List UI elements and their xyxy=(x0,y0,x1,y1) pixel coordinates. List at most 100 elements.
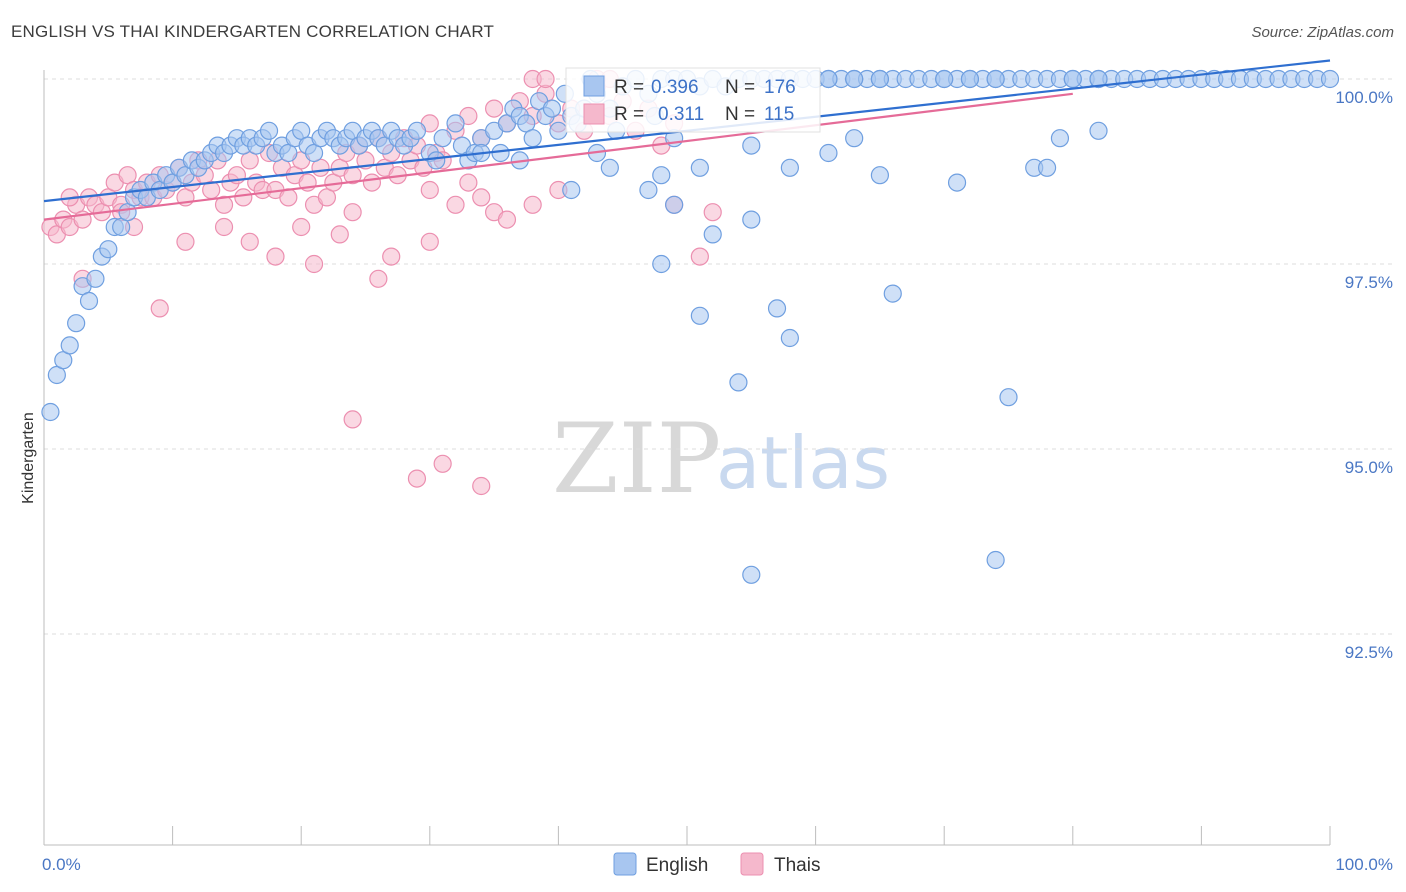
english-point-155 xyxy=(742,136,761,155)
english-point-76 xyxy=(549,121,568,140)
thai-point-112 xyxy=(433,454,452,473)
english-point-158 xyxy=(845,129,864,148)
chart-title: ENGLISH VS THAI KINDERGARTEN CORRELATION… xyxy=(11,22,495,41)
thai-point-95 xyxy=(420,180,439,200)
thai-point-85 xyxy=(214,217,234,237)
english-point-162 xyxy=(1037,158,1057,177)
english-point-3 xyxy=(60,336,79,355)
english-point-179 xyxy=(742,565,761,584)
thai-point-30 xyxy=(234,188,253,207)
y-tick-label-1: 97.5% xyxy=(1345,273,1393,292)
bottom-legend-swatch-english xyxy=(613,852,637,876)
english-point-150 xyxy=(562,180,581,200)
english-point-149 xyxy=(1089,69,1108,89)
english-point-57 xyxy=(407,121,427,140)
thai-point-88 xyxy=(292,217,311,237)
thai-point-113 xyxy=(472,476,491,496)
x-tick-label-1: 100.0% xyxy=(1335,855,1393,874)
english-point-178 xyxy=(999,388,1018,407)
y-tick-label-0: 100.0% xyxy=(1335,88,1393,107)
thai-point-105 xyxy=(536,69,555,89)
english-point-172 xyxy=(652,254,671,274)
thai-point-93 xyxy=(382,247,401,266)
legend-r-value-english: 0.396 xyxy=(651,77,699,98)
english-point-72 xyxy=(523,129,542,148)
thai-point-103 xyxy=(703,203,722,222)
thai-point-83 xyxy=(150,299,169,318)
chart-source: Source: ZipAtlas.com xyxy=(1251,24,1394,41)
thai-point-96 xyxy=(446,195,465,214)
english-point-174 xyxy=(767,299,787,318)
thai-point-27 xyxy=(214,195,234,214)
english-point-173 xyxy=(690,306,709,325)
english-point-59 xyxy=(427,151,446,170)
y-tick-labels: 100.0% 97.5% 95.0% 92.5% xyxy=(1335,88,1393,662)
english-point-147 xyxy=(986,69,1005,89)
english-point-164 xyxy=(1050,129,1070,148)
thai-point-89 xyxy=(304,254,324,274)
english-point-34 xyxy=(259,121,279,140)
thai-point-90 xyxy=(330,225,349,244)
thai-point-84 xyxy=(176,232,195,251)
y-tick-label-2: 95.0% xyxy=(1345,458,1393,477)
legend-swatch-english xyxy=(583,75,605,97)
english-point-163 xyxy=(1089,121,1108,140)
watermark-zip: ZIP xyxy=(552,403,721,515)
legend-n-label-english: N = xyxy=(725,77,755,98)
english-point-4 xyxy=(67,314,86,333)
english-point-0 xyxy=(41,402,60,422)
bottom-legend-english: English xyxy=(646,855,708,876)
thai-point-65 xyxy=(485,99,504,118)
english-point-75 xyxy=(542,99,562,118)
english-point-152 xyxy=(600,158,619,177)
english-point-145 xyxy=(935,69,954,89)
english-point-61 xyxy=(446,114,465,133)
watermark-atlas: atlas xyxy=(716,421,890,505)
english-point-154 xyxy=(690,158,709,177)
english-point-67 xyxy=(491,143,510,163)
thai-point-109 xyxy=(690,247,709,266)
legend-n-label-thai: N = xyxy=(725,104,755,125)
legend-r-value-thai: 0.311 xyxy=(658,104,704,125)
y-axis-label: Kindergarten xyxy=(20,412,37,504)
legend-r-label-thai: R = xyxy=(614,104,644,125)
english-point-160 xyxy=(947,173,967,192)
thai-point-50 xyxy=(362,173,382,192)
english-point-180 xyxy=(986,550,1005,570)
english-point-157 xyxy=(819,143,838,163)
english-point-168 xyxy=(652,166,671,185)
thai-point-111 xyxy=(407,469,427,488)
english-point-143 xyxy=(845,69,864,89)
thai-point-97 xyxy=(459,173,478,192)
english-point-60 xyxy=(433,129,452,148)
english-point-175 xyxy=(780,328,799,348)
thai-point-101 xyxy=(523,195,542,214)
thai-point-86 xyxy=(240,232,259,251)
trend-line-thais xyxy=(43,92,1073,221)
english-point-177 xyxy=(883,284,902,303)
thai-point-87 xyxy=(266,247,285,266)
thai-point-91 xyxy=(343,203,362,222)
x-minor-ticks xyxy=(43,826,1331,845)
english-point-7 xyxy=(86,269,105,288)
english-point-171 xyxy=(742,210,761,229)
thai-point-92 xyxy=(369,269,388,288)
stats-legend: R = 0.396 N = 176 R = 0.311 N = 115 xyxy=(565,67,821,133)
english-point-176 xyxy=(729,373,748,392)
y-tick-label-3: 92.5% xyxy=(1345,643,1393,662)
english-point-159 xyxy=(870,166,890,185)
thai-point-110 xyxy=(343,410,362,429)
bottom-legend-thai: Thais xyxy=(774,855,820,876)
english-point-148 xyxy=(1063,69,1082,89)
thai-point-94 xyxy=(420,232,439,251)
english-point-170 xyxy=(703,225,722,244)
x-tick-label-0: 0.0% xyxy=(42,855,81,874)
thai-point-100 xyxy=(497,210,517,229)
english-point-142 xyxy=(819,69,838,89)
legend-n-value-english: 176 xyxy=(764,77,796,98)
series-legend: English Thais xyxy=(613,852,820,876)
english-point-141 xyxy=(1320,69,1340,89)
bottom-legend-swatch-thai xyxy=(740,852,764,876)
legend-swatch-thai xyxy=(583,103,605,125)
